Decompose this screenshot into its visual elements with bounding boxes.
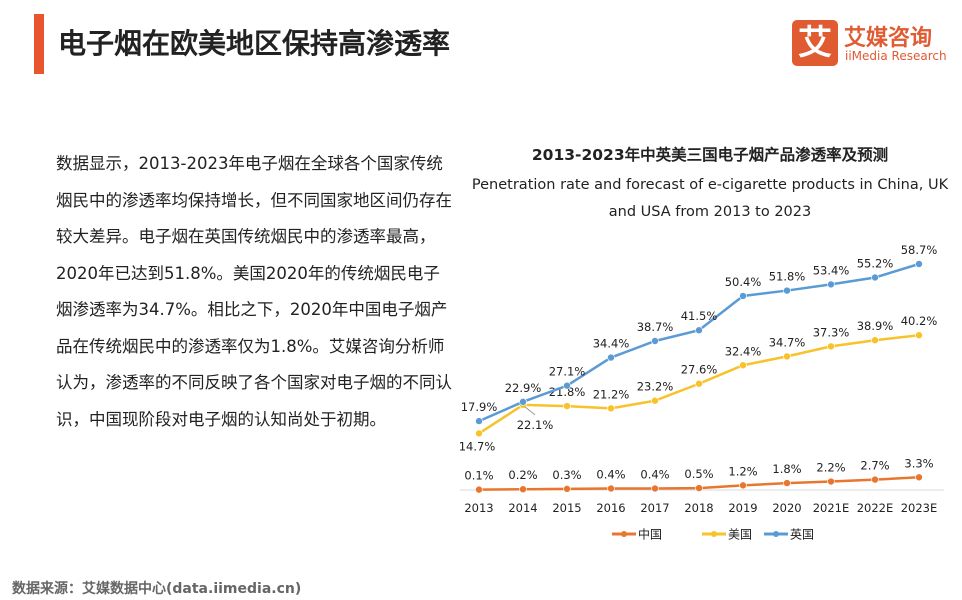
data-label: 0.4%: [596, 467, 625, 481]
data-point: [827, 342, 835, 351]
data-label: 2.2%: [816, 461, 845, 475]
data-label: 21.2%: [593, 387, 630, 401]
data-point: [783, 286, 791, 295]
data-label: 27.6%: [681, 363, 718, 377]
data-point: [871, 273, 879, 282]
data-label: 22.1%: [517, 418, 554, 432]
data-label: 1.8%: [772, 462, 801, 476]
data-point: [915, 260, 923, 268]
x-tick-label: 2014: [508, 501, 537, 515]
x-tick-label: 2022E: [857, 501, 894, 515]
data-label: 41.5%: [681, 309, 718, 323]
logo-name-cn: 艾媒咨询: [844, 26, 933, 51]
data-point: [475, 429, 483, 438]
data-label: 51.8%: [769, 270, 806, 284]
data-label: 0.2%: [508, 468, 537, 482]
title-accent-bar: [34, 14, 44, 74]
x-tick-label: 2017: [640, 501, 669, 515]
logo: 艾 艾媒咨询 iiMedia Research: [792, 20, 956, 68]
legend-label: 美国: [728, 528, 752, 542]
x-tick-label: 2018: [684, 501, 713, 515]
data-label: 38.9%: [857, 319, 894, 333]
data-label: 0.5%: [684, 467, 713, 481]
data-label: 34.7%: [769, 335, 806, 349]
chart-title: 2013-2023年中英美三国电子烟产品渗透率及预测: [531, 146, 889, 164]
x-tick-label: 2019: [728, 501, 757, 515]
x-tick-label: 2015: [552, 501, 581, 515]
data-point: [519, 398, 527, 406]
data-point: [739, 361, 747, 370]
data-label: 22.9%: [505, 381, 542, 395]
data-point: [739, 481, 747, 490]
data-label: 53.4%: [813, 263, 850, 277]
logo-mark: 艾: [792, 20, 838, 66]
data-point: [915, 473, 923, 482]
data-point: [695, 484, 703, 492]
data-point: [563, 381, 571, 390]
data-label: 37.3%: [813, 325, 850, 339]
data-label: 55.2%: [857, 256, 894, 270]
data-point: [783, 352, 791, 361]
data-point: [695, 379, 703, 388]
legend-marker: [711, 531, 717, 537]
legend-label: 英国: [790, 528, 814, 542]
data-point: [475, 417, 483, 425]
data-label: 27.1%: [549, 365, 586, 379]
legend-label: 中国: [638, 527, 662, 542]
data-source: 数据来源：艾媒数据中心(data.iimedia.cn): [12, 581, 302, 597]
data-point: [783, 479, 791, 487]
data-point: [607, 404, 615, 413]
data-point: [739, 292, 747, 300]
data-label: 32.4%: [725, 344, 762, 358]
x-tick-label: 2020: [772, 501, 801, 515]
data-label: 17.9%: [461, 400, 498, 414]
data-point: [915, 331, 923, 340]
data-point: [607, 353, 615, 362]
chart-subtitle: Penetration rate and forecast of e-cigar…: [471, 177, 949, 220]
data-label: 14.7%: [459, 439, 496, 453]
data-point: [871, 336, 879, 345]
data-point: [563, 485, 571, 493]
legend-marker: [621, 531, 627, 537]
data-label: 38.7%: [637, 320, 674, 334]
data-point: [651, 484, 659, 493]
data-label: 50.4%: [725, 275, 762, 289]
logo-name-en: iiMedia Research: [845, 49, 947, 63]
data-label: 58.7%: [901, 243, 938, 257]
body-text: 数据显示，2013-2023年电子烟在全球各个国家传统烟民中的渗透率均保持增长，…: [56, 154, 452, 429]
x-tick-label: 2021E: [813, 501, 850, 515]
label-leader-line: [524, 406, 536, 416]
data-label: 1.2%: [728, 464, 757, 478]
data-label: 23.2%: [637, 380, 674, 394]
data-label: 0.4%: [640, 467, 669, 481]
x-tick-label: 2016: [596, 501, 625, 515]
data-label: 0.3%: [552, 468, 581, 482]
data-point: [827, 280, 835, 289]
data-label: 2.7%: [860, 459, 889, 473]
data-point: [695, 326, 703, 335]
data-point: [519, 485, 527, 494]
data-point: [651, 337, 659, 345]
data-point: [607, 484, 615, 493]
x-tick-label: 2023E: [901, 501, 938, 515]
data-label: 34.4%: [593, 337, 630, 351]
page-title: 电子烟在欧美地区保持高渗透率: [58, 27, 451, 60]
data-point: [563, 402, 571, 410]
legend-marker: [773, 531, 779, 537]
data-point: [475, 485, 483, 494]
data-point: [651, 396, 659, 405]
x-tick-label: 2013: [464, 501, 493, 515]
data-point: [871, 475, 879, 484]
data-point: [827, 477, 835, 486]
data-label: 40.2%: [901, 314, 938, 328]
data-label: 3.3%: [904, 456, 933, 470]
data-label: 0.1%: [464, 469, 493, 483]
